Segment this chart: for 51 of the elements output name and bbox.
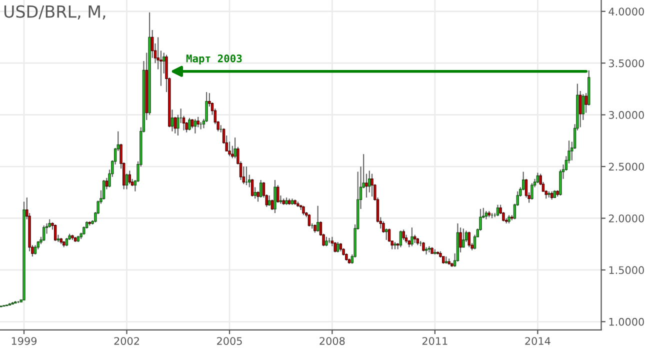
y-tick-label: 3.5000 [608,59,644,68]
candlestick [462,228,465,248]
x-tick-label: 2005 [217,337,242,345]
candlestick [276,184,280,204]
candlestick [268,194,271,206]
candlestick [536,172,540,184]
y-tick-label: 3.0000 [608,111,644,119]
candlestick [530,182,534,200]
x-tick-label: 2008 [320,337,345,345]
annotation: Март 2003 [186,54,242,64]
candlestick [188,117,191,131]
candlestick [316,205,320,232]
candlestick [336,241,340,253]
chart-title: USD/BRL, M, [4,5,106,20]
candlestick [325,236,328,247]
y-tick-label: 1.5000 [609,266,644,274]
candlestick [385,228,388,241]
candlestick [302,205,305,216]
x-tick-label: 2002 [114,337,139,345]
candlestick [242,166,246,185]
candlestick [308,214,311,228]
y-tick-label: 1.0000 [609,318,644,326]
candlestick [399,230,402,248]
candlestick [410,226,414,247]
y-tick-label: 4.0000 [608,8,644,16]
x-tick-label: 2014 [525,337,550,345]
candlestick [256,190,260,202]
x-tick-label: 1999 [12,337,37,345]
candlestick [102,179,106,200]
candlestick [42,224,46,242]
candlestick [334,241,336,253]
candlestick [194,118,197,134]
candlestick [234,137,236,159]
candlestick [370,173,374,198]
x-tick-label: 2011 [422,337,448,345]
candlestick [54,224,57,242]
candlestick [468,231,471,248]
y-tick-label: 2.5000 [608,162,644,171]
candlestick [496,204,500,217]
candlestick [388,228,391,243]
candlestick [270,199,274,211]
candlestick [34,244,37,255]
candlestick [578,90,582,128]
candlestick [250,178,254,198]
y-tick-label: 2.0000 [608,214,644,222]
candlestick [274,179,276,214]
candlestick [259,179,262,198]
candlestick [422,241,425,252]
candlestick [584,92,588,114]
candlestick [365,173,368,198]
candlestick [228,141,231,157]
